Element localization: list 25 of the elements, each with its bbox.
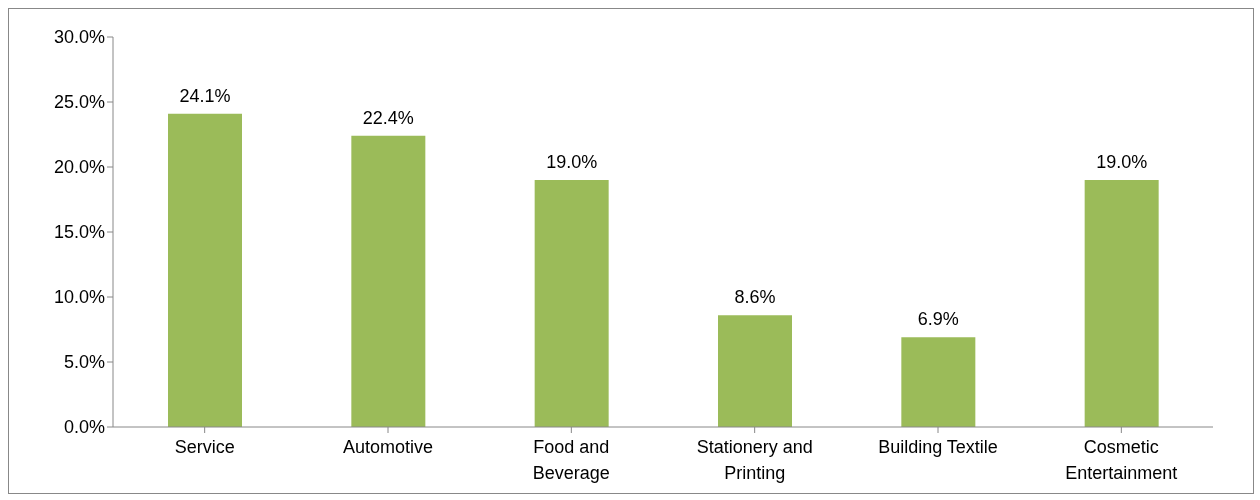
x-tick-label: Building Textile: [878, 437, 998, 457]
data-label: 8.6%: [734, 287, 776, 308]
y-tick-label: 0.0%: [63, 417, 105, 438]
bar: [534, 180, 609, 427]
bar: [351, 135, 426, 427]
data-label: 19.0%: [546, 152, 598, 172]
y-tick-label: 20.0%: [53, 157, 105, 178]
bar: [1084, 180, 1159, 427]
x-tick-label: Service: [174, 437, 235, 457]
y-tick-label: 10.0%: [53, 287, 105, 308]
x-tick-label: Food and Beverage: [532, 437, 610, 483]
data-label: 24.1%: [179, 85, 231, 106]
y-tick-label: 15.0%: [53, 222, 105, 243]
bar: [901, 337, 976, 427]
bar: [168, 113, 242, 427]
x-tick-label: Stationery and Printing: [696, 437, 813, 483]
data-label: 19.0%: [1096, 152, 1148, 172]
y-tick-label: 25.0%: [53, 92, 105, 113]
bar: [718, 315, 792, 427]
data-label: 22.4%: [362, 107, 414, 128]
data-label: 6.9%: [917, 309, 959, 330]
y-tick-label: 30.0%: [53, 27, 105, 48]
x-tick-label: Cosmetic Entertainment: [1065, 437, 1178, 483]
y-tick-label: 5.0%: [63, 352, 105, 373]
x-tick-label: Automotive: [342, 437, 434, 457]
